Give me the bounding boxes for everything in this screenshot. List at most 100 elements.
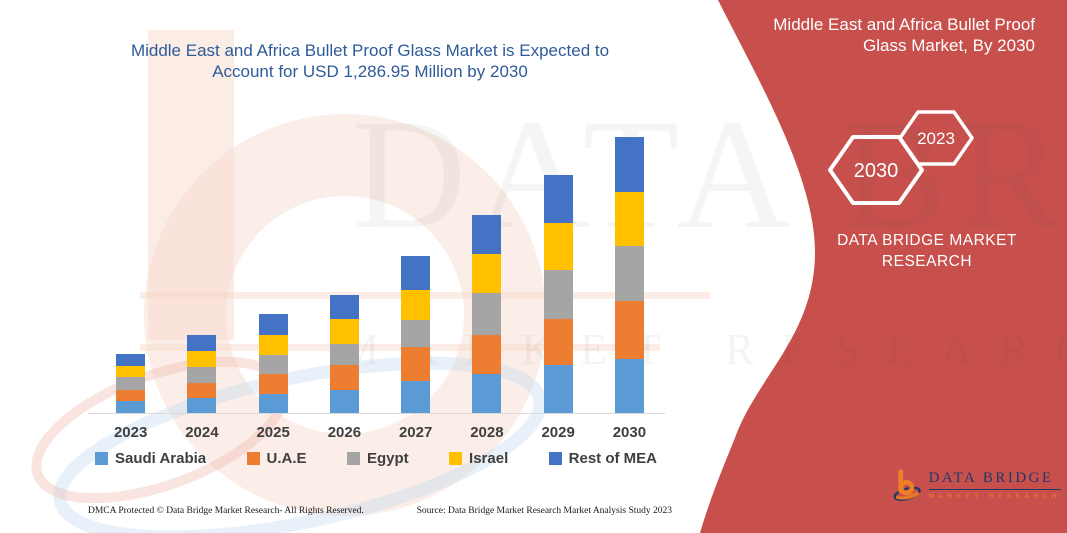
year-hexagons: 2030 2023 — [828, 110, 974, 205]
bar-segment-2025-egypt — [258, 354, 288, 375]
bar-segment-2023-egypt — [116, 376, 146, 390]
x-label-2026: 2026 — [327, 424, 362, 441]
bar-segment-2030-israel — [614, 192, 644, 247]
hexagon-2023-label: 2023 — [917, 129, 955, 148]
legend-item-egypt: Egypt — [346, 450, 409, 467]
x-axis-labels: 2023 2024 2025 2026 2027 2028 2029 2030 — [95, 424, 665, 441]
legend-item-saudi-arabia: Saudi Arabia — [95, 450, 206, 467]
bar-segment-2030-u-a-e — [614, 301, 644, 359]
x-axis-line — [88, 413, 665, 414]
bar-segment-2026-saudi-arabia — [329, 389, 359, 413]
bar-segment-2030-rest-of-mea — [614, 136, 644, 193]
bar-segment-2027-egypt — [401, 319, 431, 348]
legend-swatch-rest-of-mea — [548, 452, 562, 465]
bar-segment-2026-rest-of-mea — [329, 294, 359, 319]
bar-stack-2029 — [543, 175, 573, 413]
bar-segment-2024-u-a-e — [187, 382, 217, 398]
bar-segment-2027-rest-of-mea — [401, 256, 431, 290]
bar-segment-2028-saudi-arabia — [472, 373, 502, 413]
bar-segment-2025-saudi-arabia — [258, 393, 288, 413]
watermark-band-lower — [140, 344, 660, 351]
bar-segment-2023-saudi-arabia — [116, 400, 146, 413]
bar-segment-2023-rest-of-mea — [116, 354, 146, 366]
bar-segment-2025-rest-of-mea — [258, 314, 288, 336]
legend-item-rest-of-mea: Rest of MEA — [548, 450, 657, 467]
bar-segment-2024-egypt — [187, 367, 217, 383]
legend-label-rest-of-mea: Rest of MEA — [568, 450, 657, 467]
brand-text: DATA BRIDGE MARKET RESEARCH — [812, 230, 1042, 272]
bar-column-2026 — [309, 120, 380, 413]
bar-segment-2023-israel — [116, 365, 146, 377]
bar-segment-2024-rest-of-mea — [187, 335, 217, 352]
legend-label-saudi-arabia: Saudi Arabia — [115, 450, 207, 467]
bar-segment-2029-israel — [543, 222, 573, 270]
x-label-2029: 2029 — [541, 424, 575, 441]
logo-b-icon — [893, 469, 921, 501]
logo-name-text: DATA BRIDGE — [928, 470, 1061, 490]
bar-stack-2026 — [329, 294, 359, 413]
footer-dmca-text: DMCA Protected © Data Bridge Market Rese… — [88, 506, 364, 516]
bar-segment-2028-egypt — [472, 293, 502, 335]
bar-segment-2028-rest-of-mea — [472, 215, 502, 254]
bar-column-2024 — [166, 120, 237, 413]
bar-segment-2024-israel — [187, 351, 217, 368]
brand-text-line2: RESEARCH — [881, 253, 973, 270]
bar-segment-2027-u-a-e — [401, 347, 431, 382]
bar-column-2028 — [451, 120, 522, 413]
panel-title-line1: Middle East and Africa Bullet Proof — [773, 15, 1035, 34]
hexagon-2023: 2023 — [898, 110, 974, 166]
bar-segment-2025-israel — [258, 335, 288, 355]
legend-swatch-egypt — [346, 452, 360, 465]
bar-column-2023 — [95, 120, 166, 413]
bar-segment-2026-u-a-e — [329, 365, 359, 390]
x-label-2028: 2028 — [470, 424, 504, 441]
bar-segment-2024-saudi-arabia — [187, 398, 217, 413]
bar-segment-2025-u-a-e — [258, 374, 288, 394]
x-label-2024: 2024 — [185, 424, 219, 441]
chart-title-line1: Middle East and Africa Bullet Proof Glas… — [130, 41, 610, 60]
legend-swatch-u-a-e — [246, 452, 260, 465]
x-label-2023: 2023 — [113, 424, 148, 441]
bar-segment-2026-israel — [329, 318, 359, 344]
bar-segment-2028-israel — [472, 253, 502, 294]
chart-title-line2: Account for USD 1,286.95 Million by 2030 — [212, 62, 528, 81]
legend-label-israel: Israel — [469, 450, 509, 467]
bar-stack-2023 — [116, 354, 146, 413]
data-bridge-logo: DATA BRIDGE MARKET RESEARCH — [893, 456, 1061, 514]
bar-stack-2030 — [614, 136, 644, 413]
hexagon-2030: 2030 — [828, 135, 924, 205]
legend-item-israel: Israel — [449, 450, 508, 467]
bar-segment-2029-egypt — [543, 269, 573, 319]
x-label-2025: 2025 — [256, 424, 290, 441]
panel-title-line2: Glass Market, By 2030 — [863, 36, 1035, 55]
bar-segment-2026-egypt — [329, 343, 359, 366]
legend-label-egypt: Egypt — [366, 450, 409, 467]
bar-segment-2030-egypt — [614, 246, 644, 302]
panel-title: Middle East and Africa Bullet Proof Glas… — [735, 14, 1035, 56]
legend-item-u-a-e: U.A.E — [246, 450, 307, 467]
brand-text-line1: DATA BRIDGE MARKET — [837, 232, 1017, 249]
bar-segment-2023-u-a-e — [116, 389, 146, 401]
bar-segment-2030-saudi-arabia — [614, 358, 644, 413]
footer-source-text: Source: Data Bridge Market Research Mark… — [416, 506, 672, 516]
footer: DMCA Protected © Data Bridge Market Rese… — [88, 506, 672, 516]
bar-segment-2029-u-a-e — [543, 318, 573, 366]
bar-stack-2028 — [472, 215, 502, 413]
bar-stack-2025 — [258, 314, 288, 413]
x-label-2030: 2030 — [612, 424, 647, 441]
hexagon-2030-label: 2030 — [854, 160, 899, 182]
legend-swatch-israel — [449, 452, 463, 465]
bar-column-2030 — [594, 120, 665, 413]
bar-segment-2029-rest-of-mea — [543, 175, 573, 223]
bar-segment-2027-saudi-arabia — [401, 381, 431, 413]
legend-label-u-a-e: U.A.E — [266, 450, 307, 467]
logo-subtitle-text: MARKET RESEARCH — [928, 493, 1061, 500]
chart-title: Middle East and Africa Bullet Proof Glas… — [75, 40, 665, 82]
stacked-bar-plot — [95, 120, 665, 413]
bar-stack-2027 — [401, 256, 431, 413]
bar-segment-2029-saudi-arabia — [543, 365, 573, 413]
legend-swatch-saudi-arabia — [95, 452, 108, 465]
bar-segment-2028-u-a-e — [472, 334, 502, 374]
